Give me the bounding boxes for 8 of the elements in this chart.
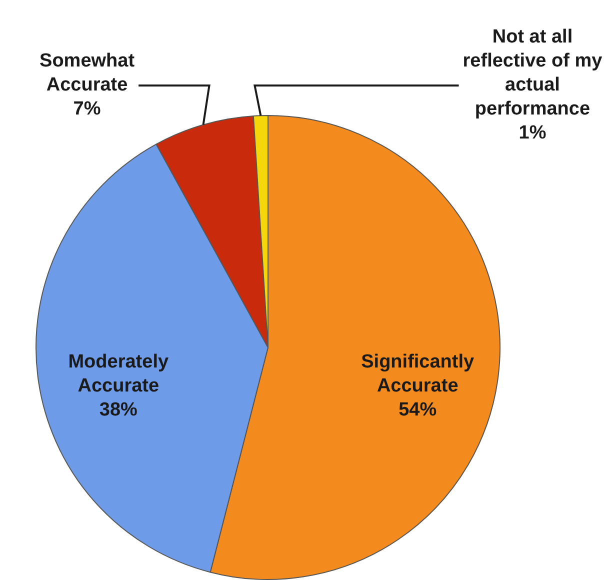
data-label: 7%: [73, 98, 101, 120]
data-label: 54%: [398, 400, 437, 421]
slice-label: Moderately Accurate: [68, 352, 169, 397]
data-label: 38%: [99, 400, 138, 421]
data-label: 1%: [518, 122, 546, 144]
slice-label: Not at all reflective of my actual performance: [462, 26, 603, 120]
slice-label: Somewhat Accurate: [40, 50, 136, 96]
slice-label: Significantly Accurate: [361, 352, 475, 397]
